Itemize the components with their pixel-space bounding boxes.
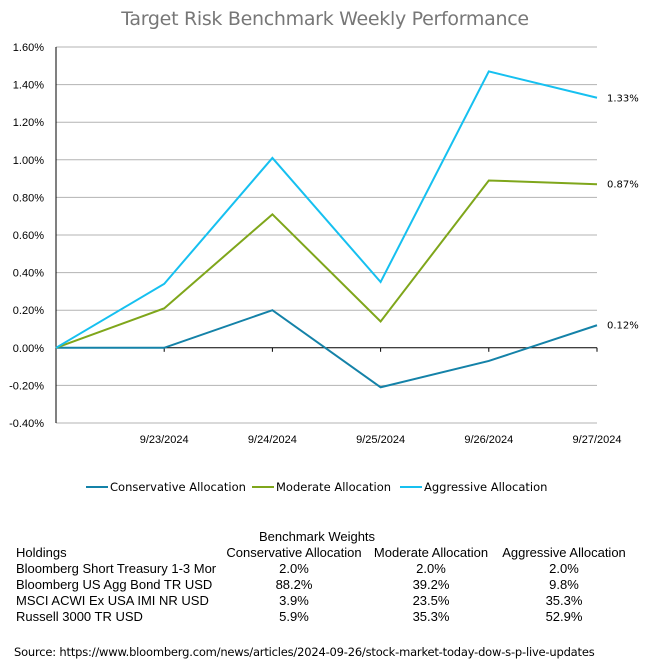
holding-name: Bloomberg US Agg Bond TR USD [16,577,213,592]
y-tick-label: 1.00% [13,155,44,167]
legend-label: Aggressive Allocation [424,480,548,494]
holding-name: Bloomberg Short Treasury 1-3 Mor [16,561,217,576]
table-group-title-row: Benchmark Weights [0,529,650,545]
y-tick-label: 0.40% [13,268,44,280]
x-tick-label: 9/25/2024 [356,434,405,446]
table-row: MSCI ACWI Ex USA IMI NR USD 3.9% 23.5% 3… [0,593,650,609]
conservative-weight: 5.9% [279,609,309,624]
legend-label: Moderate Allocation [276,480,392,494]
benchmark-weights-table: Benchmark Weights Holdings Conservative … [0,529,650,625]
x-axis-tick-labels: 9/23/2024 9/24/2024 9/25/2024 9/26/2024 9/27… [140,434,622,446]
y-tick-label: -0.40% [9,418,44,430]
table-group-title: Benchmark Weights [258,529,376,544]
table-row: Russell 3000 TR USD 5.9% 35.3% 52.9% [0,609,650,625]
series-line-aggressive-allocation [55,70,598,349]
series-line-conservative-allocation [56,309,598,389]
legend-swatch-aggressive [400,486,422,488]
header-aggressive: Aggressive Allocation [502,545,626,560]
aggressive-weight: 52.9% [545,609,583,624]
chart-plot-area: 1.60% 1.40% 1.20% 1.00% 0.80% 0.60% 0.40% 0.20%… [9,42,639,446]
header-conservative: Conservative Allocation [226,545,362,560]
y-tick-label: -0.20% [9,380,44,392]
x-tick-label: 9/24/2024 [248,434,297,446]
moderate-weight: 39.2% [412,577,450,592]
header-holdings: Holdings [16,545,67,560]
y-tick-label: 1.60% [13,42,44,54]
source-citation: Source: https://www.bloomberg.com/news/a… [14,645,595,659]
moderate-weight: 23.5% [412,593,450,608]
legend-swatch-conservative [86,486,108,488]
x-tick-label: 9/23/2024 [140,434,189,446]
aggressive-weight: 9.8% [549,577,579,592]
data-label-aggressive-allocation: 1.33% [607,93,639,104]
data-label-conservative-allocation: 0.12% [607,321,639,332]
conservative-weight: 88.2% [275,577,313,592]
y-tick-label: 1.40% [13,80,44,92]
x-tick-label: 9/26/2024 [464,434,513,446]
y-tick-label: 0.60% [13,230,44,242]
y-tick-label: 0.00% [13,343,44,355]
header-moderate: Moderate Allocation [373,545,489,560]
conservative-weight: 3.9% [279,593,309,608]
table-row: Bloomberg Short Treasury 1-3 Mor 2.0% 2.… [0,561,650,577]
legend-item-conservative: Conservative Allocation [86,480,246,494]
legend-item-aggressive: Aggressive Allocation [400,480,547,494]
legend-item-moderate: Moderate Allocation [252,480,391,494]
holding-name: MSCI ACWI Ex USA IMI NR USD [16,593,209,608]
conservative-weight: 2.0% [279,561,309,576]
gridlines [56,46,597,424]
aggressive-weight: 2.0% [549,561,579,576]
table-header-row: Holdings Conservative Allocation Moderat… [0,545,650,561]
y-tick-label: 0.20% [13,305,44,317]
y-axis-tick-labels: 1.60% 1.40% 1.20% 1.00% 0.80% 0.60% 0.40% 0.20%… [9,42,44,430]
data-label-moderate-allocation: 0.87% [607,180,639,191]
legend-swatch-moderate [252,486,274,488]
chart-legend: Conservative Allocation Moderate Allocat… [0,480,650,498]
data-labels: 0.12% 0.87% 1.33% [607,93,639,331]
series-line-moderate-allocation [55,179,598,349]
y-tick-label: 1.20% [13,117,44,129]
moderate-weight: 35.3% [412,609,450,624]
holding-name: Russell 3000 TR USD [16,609,143,624]
chart-title: Target Risk Benchmark Weekly Performance [121,8,529,30]
legend-label: Conservative Allocation [110,480,246,494]
aggressive-weight: 35.3% [545,593,583,608]
y-tick-label: 0.80% [13,192,44,204]
moderate-weight: 2.0% [416,561,446,576]
x-tick-label: 9/27/2024 [573,434,622,446]
table-row: Bloomberg US Agg Bond TR USD 88.2% 39.2%… [0,577,650,593]
series-lines [55,70,598,389]
